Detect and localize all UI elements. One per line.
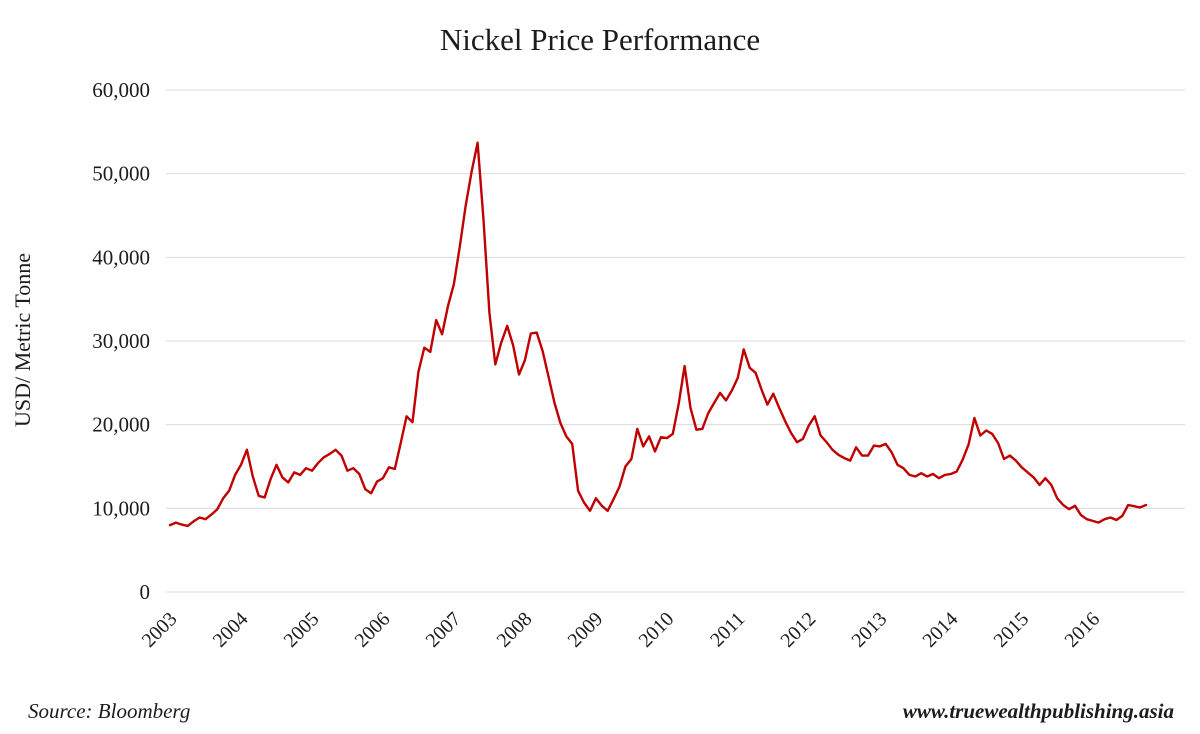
website-credit: www.truewealthpublishing.asia <box>902 699 1174 723</box>
x-tick-label: 2016 <box>1060 608 1104 652</box>
chart-title: Nickel Price Performance <box>439 22 761 57</box>
x-tick-label: 2003 <box>138 608 182 652</box>
x-tick-label: 2012 <box>777 608 821 652</box>
x-tick-label: 2007 <box>422 608 466 652</box>
x-tick-label: 2008 <box>493 608 537 652</box>
y-tick-label: 20,000 <box>92 413 150 437</box>
x-tick-label: 2006 <box>351 608 395 652</box>
x-tick-label: 2010 <box>635 608 679 652</box>
x-tick-label: 2011 <box>706 608 749 651</box>
x-tick-label: 2005 <box>280 608 324 652</box>
x-tick-label: 2014 <box>918 608 962 652</box>
y-tick-label: 0 <box>140 580 151 604</box>
y-tick-label: 10,000 <box>92 496 150 520</box>
y-tick-label: 60,000 <box>92 78 150 102</box>
y-tick-label: 30,000 <box>92 329 150 353</box>
source-credit: Source: Bloomberg <box>28 699 191 723</box>
price-line-series <box>168 141 1148 528</box>
x-tick-label: 2015 <box>989 608 1033 652</box>
chart-footer: Source: Bloomberg www.truewealthpublishi… <box>28 699 1174 724</box>
x-tick-label: 2009 <box>564 608 608 652</box>
y-tick-label: 40,000 <box>92 245 150 269</box>
y-tick-label: 50,000 <box>92 162 150 186</box>
x-tick-label: 2004 <box>209 608 253 652</box>
x-tick-label: 2013 <box>847 608 891 652</box>
